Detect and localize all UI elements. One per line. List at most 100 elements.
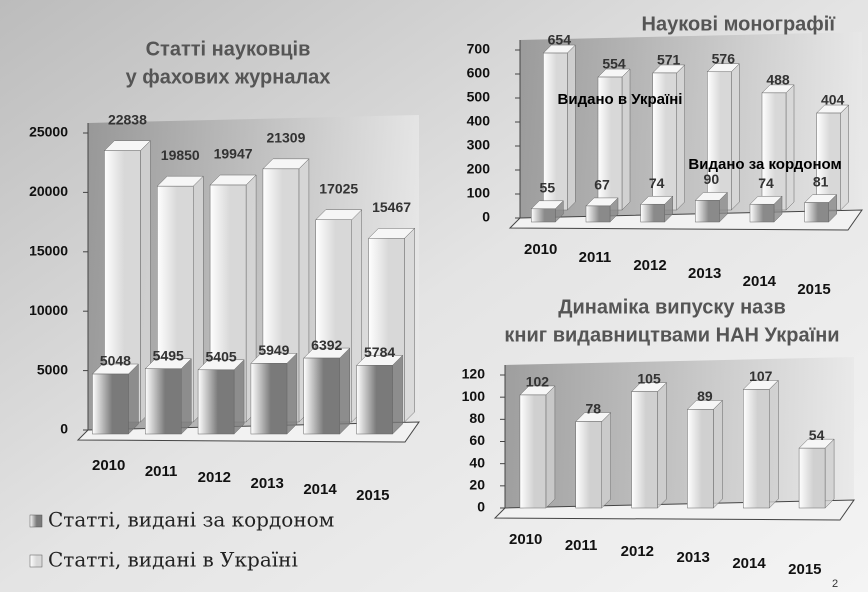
bar-side [545, 385, 556, 509]
bar-front [303, 357, 340, 435]
chart-title: Статті науковців [146, 38, 311, 60]
x-tick-label: 2015 [356, 487, 389, 504]
bar-side [769, 379, 779, 509]
bar-front [597, 76, 623, 211]
bar-front [519, 394, 547, 509]
bar-side [286, 352, 298, 435]
y-tick-label: 0 [477, 499, 485, 515]
bar-side [601, 411, 611, 509]
bar [640, 195, 674, 223]
x-tick-label: 2010 [92, 457, 125, 474]
bar-side [657, 382, 667, 509]
bar [686, 399, 724, 509]
x-tick-label: 2011 [145, 463, 178, 480]
bar [250, 352, 298, 435]
bar-front [652, 72, 677, 211]
bar [530, 200, 564, 223]
legend-label: Статті, видані за кордоном [48, 508, 334, 532]
bar-side [567, 44, 576, 211]
bar-front [585, 205, 611, 223]
bar-side [392, 354, 403, 435]
bar-side [713, 399, 723, 509]
value-label: 22838 [108, 111, 147, 127]
bar-front [575, 421, 602, 509]
bar-front [250, 363, 288, 435]
chart-title: книг видавництвами НАН України [504, 324, 839, 346]
bar [798, 438, 835, 509]
bar-front [707, 71, 732, 211]
value-label: 5048 [100, 353, 131, 369]
x-tick-label: 2015 [797, 281, 830, 298]
x-tick-label: 2014 [303, 481, 337, 498]
value-label: 488 [766, 72, 790, 88]
bar-front [816, 112, 841, 211]
y-tick-label: 10000 [29, 302, 68, 318]
bar [761, 84, 795, 211]
y-tick-label: 200 [467, 161, 491, 177]
value-label: 78 [585, 400, 601, 416]
bar [575, 411, 612, 509]
bar-front [695, 200, 720, 223]
value-label: 54 [809, 427, 825, 443]
value-label: 21309 [266, 130, 305, 146]
y-tick-label: 500 [467, 89, 491, 105]
legend-label: Статті, видані в Україні [48, 548, 298, 572]
value-label: 5495 [153, 347, 184, 363]
bar-front [145, 368, 182, 435]
bar [542, 44, 576, 211]
y-tick-label: 100 [462, 388, 486, 404]
value-label: 404 [821, 92, 845, 108]
slide-number: 2 [832, 578, 838, 590]
bar-side [676, 64, 685, 211]
value-label: 5784 [364, 344, 395, 360]
y-tick-label: 0 [60, 421, 68, 437]
value-label: 74 [649, 175, 665, 191]
bar-side [339, 347, 350, 435]
bar-side [128, 363, 139, 435]
bar [303, 347, 351, 435]
y-tick-label: 15000 [29, 243, 68, 259]
y-tick-label: 400 [467, 113, 491, 129]
chart-title: у фахових журналах [126, 66, 331, 88]
value-label: 67 [594, 177, 610, 193]
bar-side [785, 84, 795, 211]
bar-front [687, 409, 714, 509]
bar-front [197, 369, 235, 435]
bar-front [92, 373, 129, 435]
x-tick-label: 2012 [621, 543, 654, 560]
value-label: 74 [758, 175, 774, 191]
x-tick-label: 2013 [688, 265, 721, 282]
bar [804, 193, 838, 223]
x-tick-label: 2010 [509, 531, 542, 548]
y-tick-label: 20 [469, 477, 485, 493]
x-tick-label: 2013 [677, 549, 710, 566]
bar [519, 385, 556, 509]
value-label: 571 [657, 52, 681, 68]
value-label: 89 [697, 388, 713, 404]
value-label: 576 [712, 50, 736, 66]
x-tick-label: 2011 [579, 249, 612, 266]
value-label: 654 [548, 32, 572, 48]
y-tick-label: 300 [467, 137, 491, 153]
value-label: 105 [637, 370, 661, 386]
bar [630, 382, 668, 509]
bar [585, 197, 619, 223]
bar-front [761, 92, 787, 211]
bar-side [731, 63, 740, 211]
value-label: 17025 [319, 180, 358, 196]
bar-front [631, 391, 658, 509]
x-tick-label: 2015 [788, 561, 821, 578]
bar [197, 359, 245, 435]
value-label: 5949 [258, 342, 289, 358]
bar-front [804, 202, 829, 223]
chart-title: Наукові монографії [642, 13, 836, 35]
x-tick-label: 2012 [633, 257, 666, 274]
bar [597, 68, 631, 211]
x-tick-label: 2012 [198, 469, 231, 486]
value-label: 19850 [161, 147, 200, 163]
y-tick-label: 40 [469, 454, 485, 470]
bar [91, 363, 140, 435]
value-label: 102 [526, 374, 550, 390]
bar-front [543, 52, 568, 211]
